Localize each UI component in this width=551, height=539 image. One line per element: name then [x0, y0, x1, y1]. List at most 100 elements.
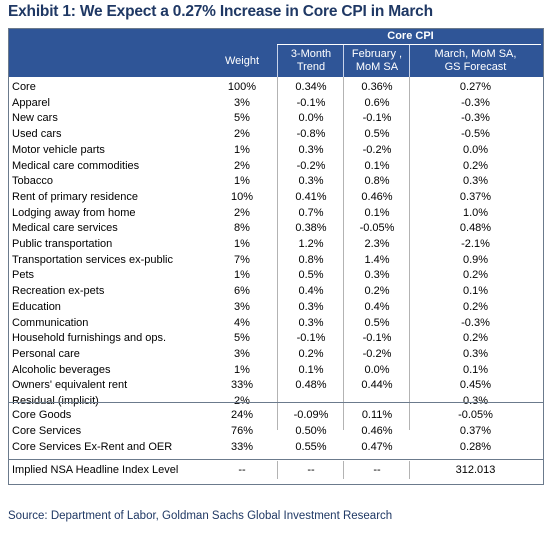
trend-column-header: 3-Month Trend — [278, 46, 344, 76]
row-label: Core Services Ex-Rent and OER — [12, 441, 173, 453]
trend-cell: 0.55% — [295, 441, 327, 453]
march-header-line1: March, MoM SA, — [434, 48, 517, 60]
exhibit-title: Exhibit 1: We Expect a 0.27% Increase in… — [8, 3, 433, 20]
weight-cell: 2% — [234, 395, 250, 407]
march-forecast-cell: 0.0% — [462, 143, 489, 156]
weight-header-label: Weight — [224, 54, 260, 67]
weight-column-header: Weight — [209, 46, 275, 76]
headline-row: Implied NSA Headline Index Level -- -- -- 31… — [9, 462, 543, 478]
table-row: Communication 4% 0.3% 0.5% -0.3% — [9, 315, 543, 331]
weight-cell: 100% — [227, 81, 257, 93]
march-forecast-cell: -2.1% — [461, 238, 490, 250]
trend-cell: -0.2% — [296, 159, 326, 172]
march-forecast-cell: -0.3% — [461, 96, 490, 109]
weight-cell: 5% — [234, 112, 250, 125]
header-divider — [277, 45, 278, 77]
march-forecast-cell: 312.013 — [455, 464, 496, 476]
trend-cell: 0.5% — [298, 269, 324, 282]
trend-cell: 0.48% — [295, 379, 327, 392]
table-row: Used cars 2% -0.8% 0.5% -0.5% — [9, 126, 543, 142]
weight-cell: 8% — [234, 222, 250, 235]
row-label: Personal care — [12, 347, 80, 360]
feb-cell: 0.11% — [361, 409, 393, 421]
table-row: Rent of primary residence 10% 0.41% 0.46% 0.… — [9, 189, 543, 205]
feb-column-header: February , MoM SA — [344, 46, 410, 76]
march-forecast-cell: 0.1% — [462, 285, 489, 298]
table-row: Apparel 3% -0.1% 0.6% -0.3% — [9, 95, 543, 111]
row-label: Rent of primary residence — [12, 190, 138, 203]
trend-cell: -- — [307, 464, 315, 476]
table-row: New cars 5% 0.0% -0.1% -0.3% — [9, 110, 543, 126]
column-divider — [409, 461, 410, 479]
march-column-header: March, MoM SA, GS Forecast — [410, 46, 541, 76]
feb-cell: 0.3% — [364, 269, 390, 282]
march-forecast-cell: 0.28% — [459, 441, 492, 453]
trend-cell: 0.2% — [298, 347, 324, 360]
column-divider — [343, 461, 344, 479]
trend-cell: 0.8% — [298, 253, 324, 266]
row-label: Household furnishings and ops. — [12, 332, 167, 345]
march-forecast-cell: -0.3% — [461, 316, 490, 329]
weight-cell: 1% — [234, 269, 250, 282]
core-cpi-group-header: Core CPI — [387, 30, 434, 42]
row-label: Core Goods — [12, 409, 72, 421]
feb-cell: 0.47% — [361, 441, 393, 453]
table-row: Owners' equivalent rent 33% 0.48% 0.44% 0.45… — [9, 377, 543, 393]
weight-cell: 1% — [234, 363, 250, 376]
feb-cell: 0.5% — [364, 316, 390, 329]
weight-cell: 3% — [234, 300, 250, 313]
cpi-table: Core CPI Weight 3-Month Trend February ,… — [8, 28, 544, 485]
table-header: Core CPI Weight 3-Month Trend February ,… — [9, 29, 543, 77]
summary-row: Core Goods 24% -0.09% 0.11% -0.05% — [9, 407, 543, 423]
march-forecast-cell: 0.48% — [459, 222, 492, 235]
trend-cell: 0.50% — [295, 425, 327, 437]
column-divider — [409, 77, 410, 430]
feb-cell: 0.8% — [364, 175, 390, 188]
weight-cell: 6% — [234, 285, 250, 298]
row-label: Recreation ex-pets — [12, 285, 105, 298]
row-label: Core — [12, 81, 36, 93]
weight-cell: 1% — [234, 238, 250, 250]
feb-cell: 0.0% — [364, 363, 390, 376]
feb-cell: 1.4% — [364, 253, 390, 266]
source-note: Source: Department of Labor, Goldman Sac… — [8, 510, 393, 522]
weight-cell: 5% — [234, 332, 250, 345]
trend-cell: 0.3% — [298, 143, 324, 156]
row-label: New cars — [12, 112, 58, 125]
weight-cell: 10% — [230, 190, 254, 203]
feb-header-line1: February , — [351, 48, 403, 60]
march-forecast-cell: 0.1% — [462, 363, 489, 376]
weight-cell: 2% — [234, 206, 250, 219]
trend-cell: 0.34% — [295, 81, 327, 93]
row-label: Used cars — [12, 128, 62, 141]
table-row: Personal care 3% 0.2% -0.2% 0.3% — [9, 346, 543, 362]
march-forecast-cell: 0.45% — [459, 379, 492, 392]
row-label: Lodging away from home — [12, 206, 136, 219]
trend-cell: -0.1% — [296, 96, 326, 109]
trend-cell: 0.1% — [298, 363, 324, 376]
trend-cell: -0.09% — [293, 409, 329, 421]
table-row: Medical care services 8% 0.38% -0.05% 0.48% — [9, 220, 543, 236]
feb-cell: 0.2% — [364, 285, 390, 298]
summary-row: Core Services 76% 0.50% 0.46% 0.37% — [9, 423, 543, 439]
weight-cell: 2% — [234, 128, 250, 141]
table-row: Core 100% 0.34% 0.36% 0.27% — [9, 79, 543, 95]
table-row: Residual (implicit) 2% 0.3% — [9, 393, 543, 409]
summary-divider — [9, 402, 543, 403]
column-divider — [277, 461, 278, 479]
row-label: Motor vehicle parts — [12, 143, 105, 156]
feb-cell: 0.46% — [361, 425, 393, 437]
feb-cell: 0.6% — [364, 96, 390, 109]
trend-cell: 0.41% — [295, 190, 327, 203]
feb-cell: 0.36% — [361, 81, 393, 93]
march-forecast-cell: -0.5% — [461, 128, 490, 141]
table-row: Transportation services ex-public 7% 0.8% 1… — [9, 252, 543, 268]
header-divider — [409, 45, 410, 77]
column-divider — [343, 77, 344, 430]
row-label: Tobacco — [12, 175, 53, 188]
trend-cell: 0.0% — [298, 112, 324, 125]
trend-cell: 0.3% — [298, 175, 324, 188]
march-forecast-cell: 0.9% — [462, 253, 489, 266]
feb-cell: 0.46% — [361, 190, 393, 203]
feb-header-line2: MoM SA — [355, 61, 399, 73]
